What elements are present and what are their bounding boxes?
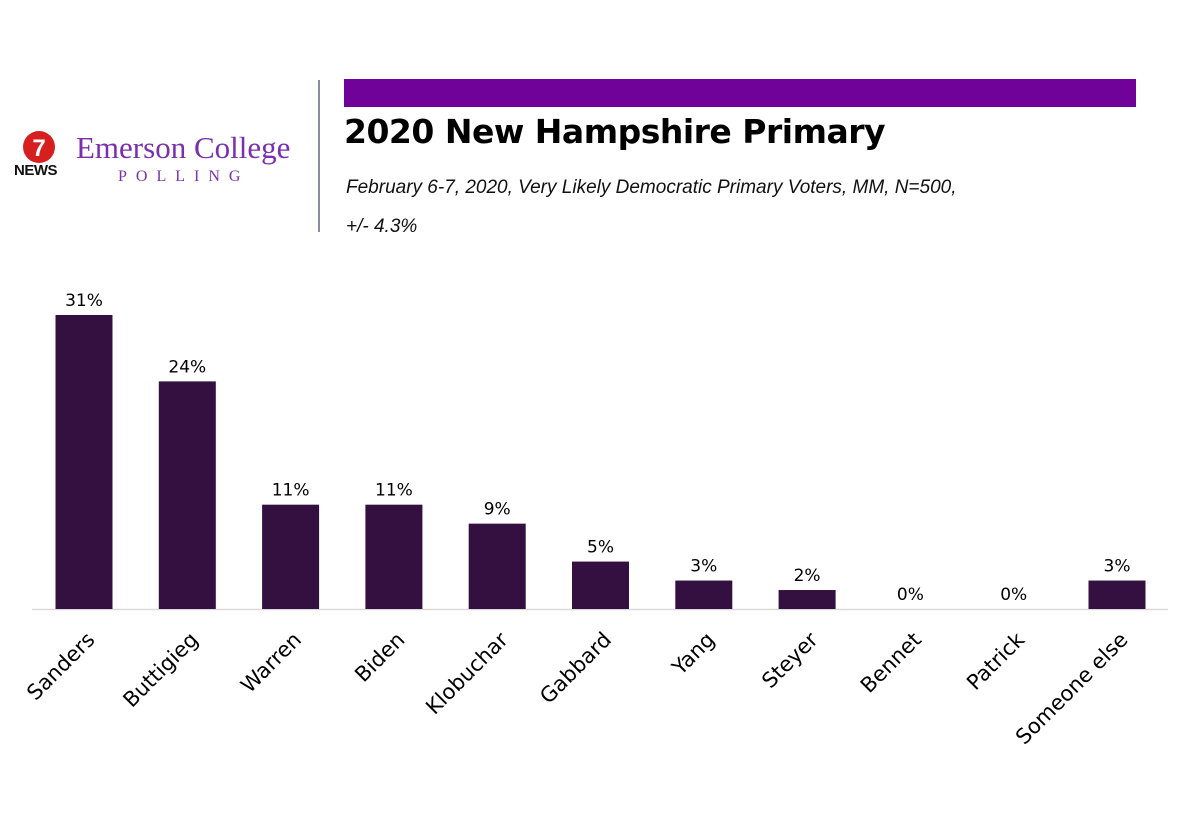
bar-steyer (778, 590, 836, 609)
x-tick-label: Buttigieg (118, 628, 202, 712)
bar-biden (365, 504, 423, 609)
x-tick-label: Bennet (856, 628, 926, 698)
bar-klobuchar (468, 523, 526, 609)
data-label: 2% (794, 566, 821, 586)
bar-warren (262, 504, 320, 609)
emerson-logo: 7 NEWS Emerson College POLLING (14, 128, 314, 188)
header-divider (318, 80, 320, 232)
brand-name: Emerson College (76, 130, 291, 165)
x-tick-label: Steyer (757, 627, 823, 693)
data-label: 0% (897, 585, 924, 605)
data-label: 5% (587, 538, 614, 558)
data-label: 11% (375, 481, 413, 501)
data-label: 3% (1104, 557, 1131, 577)
x-tick-label: Sanders (22, 628, 99, 705)
data-label: 11% (272, 481, 310, 501)
data-label: 9% (484, 500, 511, 520)
x-tick-label: Klobuchar (421, 627, 513, 719)
x-tick-label: Yang (667, 628, 720, 681)
bar-yang (675, 580, 733, 609)
data-label: 3% (690, 557, 717, 577)
data-label: 31% (65, 291, 103, 311)
bar-someone-else (1088, 580, 1146, 609)
bar-sanders (55, 315, 113, 609)
news-label: NEWS (14, 162, 58, 179)
chart-subtitle-line1: February 6-7, 2020, Very Likely Democrat… (346, 177, 957, 198)
header-accent-bar (344, 79, 1136, 107)
brand-subtitle: POLLING (118, 168, 250, 185)
seven-badge-digit: 7 (32, 135, 45, 162)
chart-title: 2020 New Hampshire Primary (344, 112, 886, 151)
bar-gabbard (572, 561, 629, 609)
chart-subtitle-line2: +/- 4.3% (346, 216, 418, 237)
x-tick-label: Biden (350, 628, 409, 687)
x-tick-label: Warren (236, 628, 306, 698)
x-tick-label: Gabbard (535, 628, 616, 709)
data-label: 24% (168, 357, 206, 377)
data-label: 0% (1000, 585, 1027, 605)
x-tick-label: Someone else (1011, 628, 1133, 750)
bar-buttigieg (158, 381, 216, 609)
x-tick-label: Patrick (962, 627, 1030, 695)
seven-news-logo-icon: 7 (23, 131, 55, 163)
